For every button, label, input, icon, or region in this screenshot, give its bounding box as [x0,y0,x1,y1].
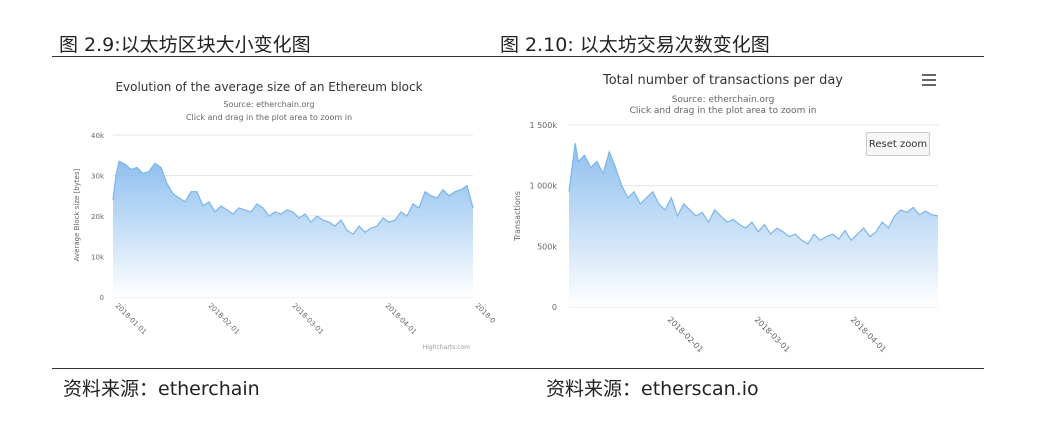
y-tick-label: 30k [91,173,105,181]
y-tick-label: 1 500k [529,121,557,130]
x-tick-label: 2018-03-01 [753,315,792,354]
y-axis-label: Transactions [513,191,522,242]
source-note-left: 资料来源：etherchain [63,378,260,400]
chart-subtitle-source: Source: etherchain.org [672,95,775,105]
series-line [568,143,939,245]
chart-subtitle-source: Source: etherchain.org [223,100,314,109]
x-tick-label: 2018-02-01 [666,315,705,354]
y-tick-label: 10k [91,254,105,262]
figure-caption-right: 图 2.10: 以太坊交易次数变化图 [500,34,770,56]
y-axis-label: Average Block size [bytes] [73,168,81,261]
credits-label[interactable]: Highcharts.com [423,344,470,351]
chart-subtitle-hint: Click and drag in the plot area to zoom … [630,106,817,116]
y-tick-label: 0 [552,303,557,312]
bottom-rule [52,368,984,369]
y-tick-label: 1 000k [529,182,557,191]
y-tick-label: 0 [100,294,104,302]
top-rule [52,56,984,57]
reset-zoom-button[interactable]: Reset zoom [866,132,930,156]
y-tick-label: 20k [91,213,105,221]
y-tick-label: 500k [537,242,557,251]
y-tick-label: 40k [91,132,105,140]
chart-title: Total number of transactions per day [602,73,843,88]
chart-subtitle-hint: Click and drag in the plot area to zoom … [186,113,352,122]
series-area [113,161,473,297]
hamburger-menu-icon[interactable] [922,74,936,88]
source-note-right: 资料来源：etherscan.io [546,378,759,400]
figure-caption-left: 图 2.9:以太坊区块大小变化图 [59,34,311,56]
series-line [112,160,474,236]
chart-title: Evolution of the average size of an Ethe… [115,80,422,94]
x-tick-label: 2018-04-01 [849,315,888,354]
